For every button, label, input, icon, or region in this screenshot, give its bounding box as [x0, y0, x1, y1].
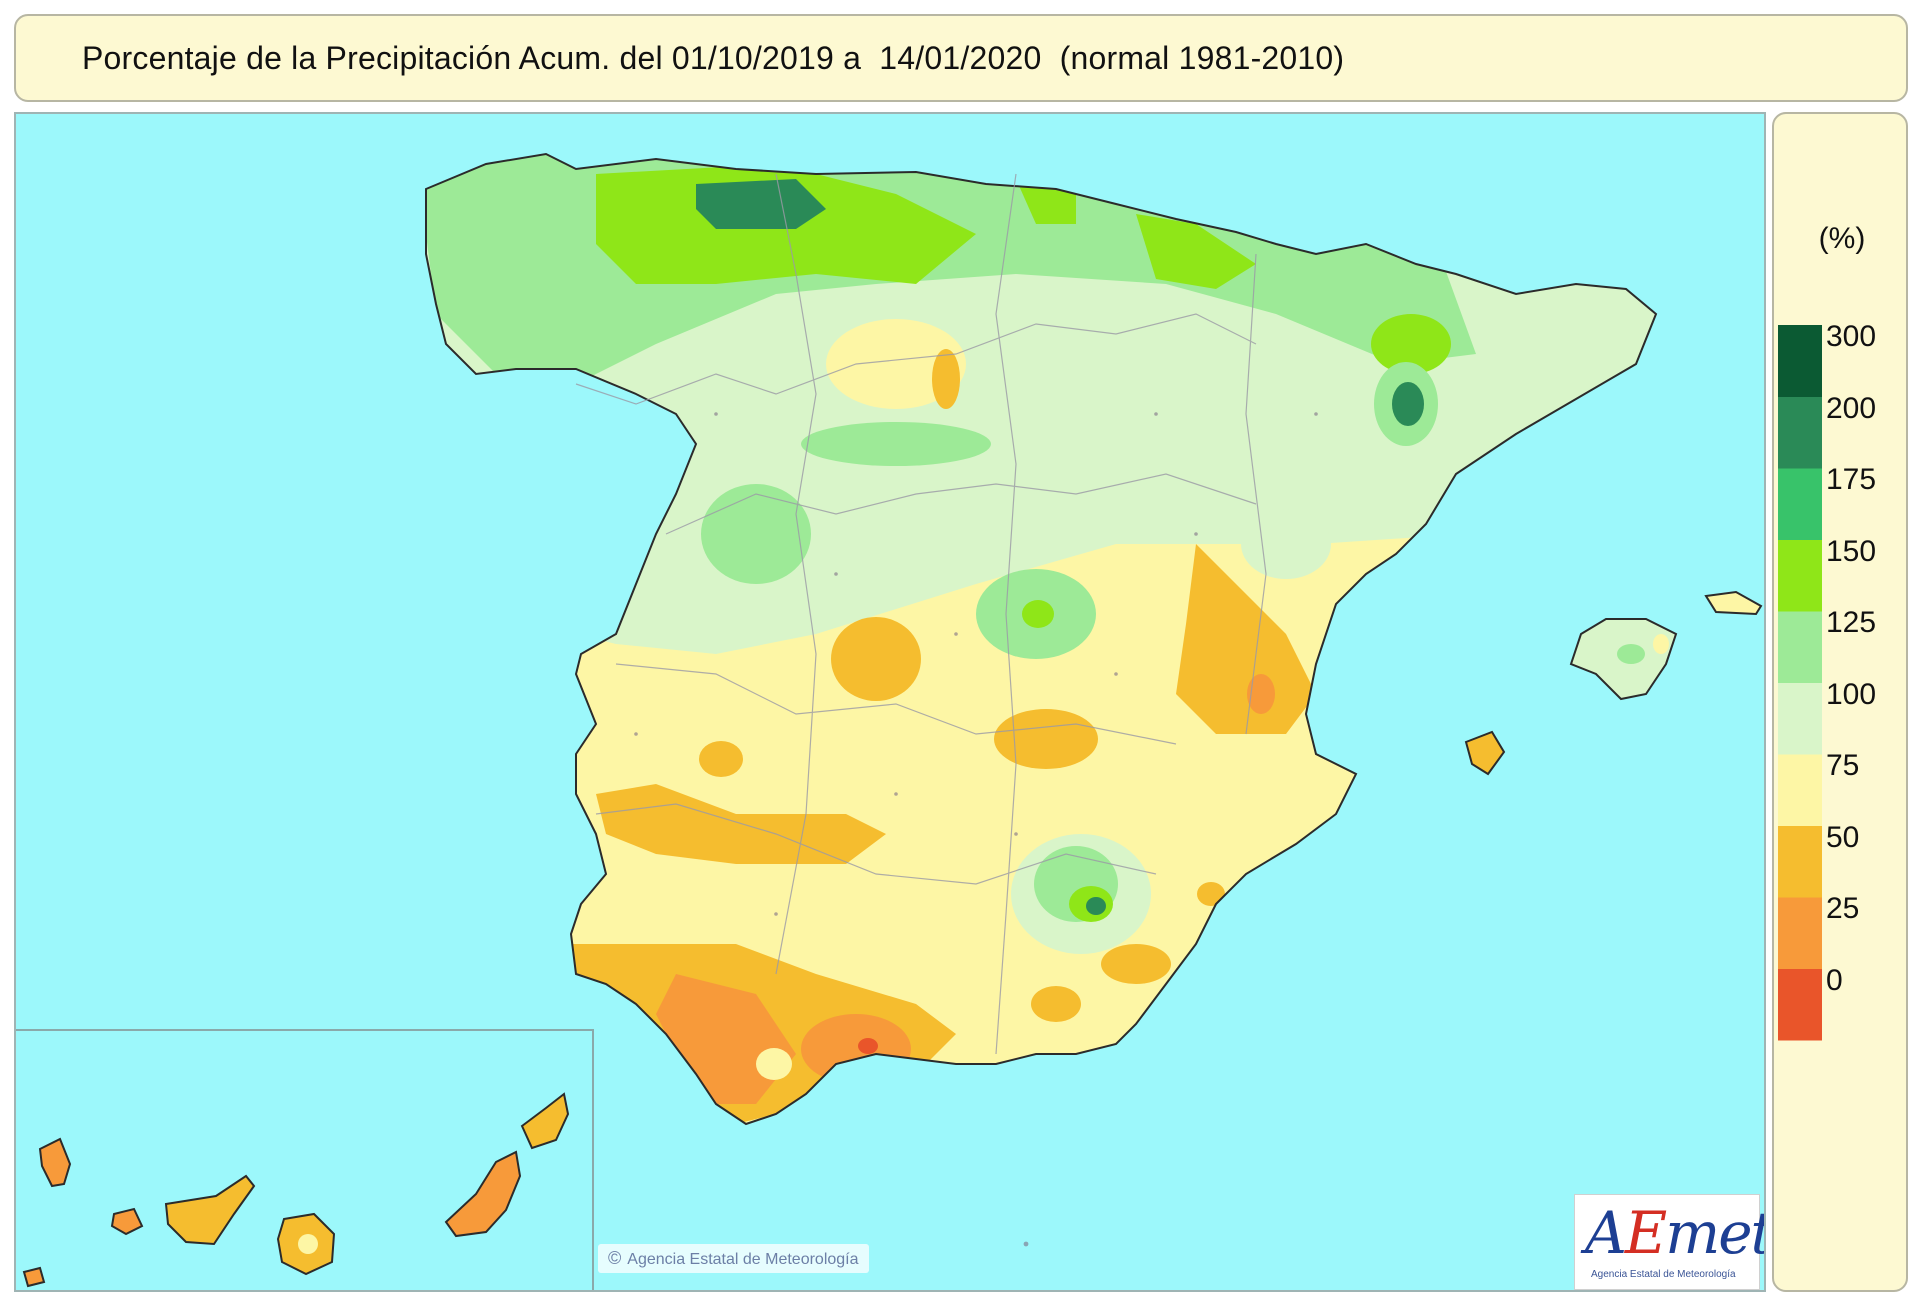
legend-swatch — [1778, 325, 1822, 397]
legend-label: 300 — [1826, 320, 1877, 353]
legend-swatch — [1778, 682, 1822, 755]
canary-islands — [22, 1092, 570, 1288]
map-title: Porcentaje de la Precipitación Acum. del… — [82, 40, 1345, 76]
title-bar: Porcentaje de la Precipitación Acum. del… — [14, 14, 1908, 102]
legend-label: 175 — [1826, 463, 1877, 496]
legend-label: 200 — [1826, 391, 1877, 425]
legend-swatch — [1778, 897, 1822, 969]
legend-panel: (%) 300 200 175 150 125 100 75 50 25 0 — [1772, 112, 1908, 1292]
legend-swatch — [1778, 754, 1822, 826]
copyright-icon: © — [608, 1248, 622, 1268]
legend-label: 125 — [1826, 606, 1877, 639]
legend-unit: (%) — [1818, 222, 1866, 255]
legend-color-bar — [1778, 325, 1822, 1041]
logo-text: AEmet — [1585, 1199, 1766, 1267]
legend-swatch — [1778, 396, 1822, 469]
balearic-islands — [1464, 590, 1763, 776]
legend-swatch — [1778, 539, 1822, 612]
legend-label: 75 — [1826, 749, 1860, 782]
legend-swatch — [1778, 611, 1822, 683]
legend-swatch — [1778, 968, 1822, 1041]
legend-label: 0 — [1826, 963, 1843, 997]
legend-label: 100 — [1826, 677, 1877, 711]
legend-label: 150 — [1826, 534, 1877, 568]
legend-swatch — [1778, 825, 1822, 898]
legend-swatch — [1778, 468, 1822, 540]
map-frame: © Agencia Estatal de Meteorología AEmet A… — [14, 112, 1766, 1292]
legend-label: 25 — [1826, 892, 1860, 925]
canary-islands-inset — [16, 1029, 594, 1290]
credit-text: Agencia Estatal de Meteorología — [627, 1251, 859, 1268]
aemet-logo: AEmet Agencia Estatal de Meteorología — [1574, 1194, 1764, 1290]
logo-subtitle: Agencia Estatal de Meteorología — [1591, 1269, 1736, 1280]
credit-label: © Agencia Estatal de Meteorología — [598, 1244, 869, 1273]
precipitation-map — [22, 153, 1763, 1288]
legend-label: 50 — [1826, 820, 1860, 854]
